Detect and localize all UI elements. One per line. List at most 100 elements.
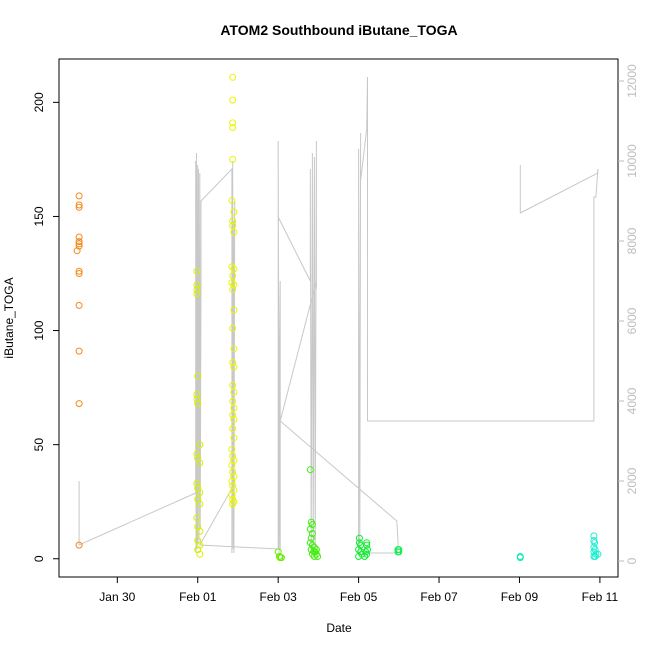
x-tick-label: Feb 11 [582, 590, 619, 604]
data-point-series-2 [196, 500, 204, 508]
y2-tick-label: 2000 [625, 467, 639, 494]
data-point-series-2 [196, 527, 204, 535]
data-point-series-3 [228, 461, 236, 469]
chart-title: ATOM2 Southbound iButane_TOGA [220, 22, 457, 38]
data-point-series-3 [230, 363, 238, 371]
data-point-series-3 [228, 197, 236, 204]
data-point-series-3 [229, 272, 237, 280]
data-point-series-9 [591, 539, 599, 547]
data-point-series-3 [228, 491, 236, 499]
data-point-series-4 [277, 554, 285, 562]
x-tick-label: Feb 01 [179, 590, 217, 604]
secondary-line-layer [78, 76, 599, 554]
y-tick-label: 50 [32, 438, 46, 452]
data-point-series-3 [230, 457, 238, 465]
data-points-layer [73, 73, 602, 562]
data-point-series-7 [395, 546, 403, 554]
data-point-series-3 [229, 119, 237, 127]
data-point-series-2 [193, 281, 201, 289]
x-axis-label: Date [326, 621, 352, 635]
data-point-series-3 [229, 500, 237, 508]
data-point-series-3 [230, 473, 238, 481]
data-point-series-2 [196, 550, 204, 558]
data-point-series-2 [193, 267, 201, 275]
data-point-series-3 [228, 445, 236, 453]
y2-tick-label: 4000 [625, 387, 639, 414]
data-point-series-2 [193, 290, 201, 298]
data-point-series-3 [229, 324, 237, 332]
data-point-series-2 [194, 372, 202, 380]
data-point-series-5 [306, 466, 314, 474]
data-point-series-5 [314, 553, 322, 560]
data-point-series-6 [355, 546, 363, 554]
data-point-series-3 [230, 281, 238, 289]
data-point-series-1 [75, 301, 83, 309]
data-point-series-3 [230, 404, 238, 412]
data-point-series-3 [229, 411, 237, 419]
y-tick-label: 0 [32, 555, 46, 562]
y2-tick-label: 0 [625, 557, 639, 564]
data-point-series-7 [395, 548, 403, 556]
data-point-series-9 [590, 532, 598, 540]
data-point-series-3 [229, 217, 237, 225]
y2-axis: 0 2000 4000 6000 8000 10000 12000 [618, 64, 639, 564]
data-point-series-1 [73, 247, 81, 255]
data-point-series-9 [594, 550, 602, 558]
data-point-series-1 [75, 347, 83, 355]
data-point-series-1 [75, 203, 83, 211]
x-axis: Jan 30 Feb 01 Feb 03 Feb 05 Feb 07 Feb 09 Feb … [99, 577, 618, 604]
y2-tick-label: 12000 [625, 64, 639, 98]
data-point-series-3 [228, 477, 236, 485]
data-point-series-2 [193, 450, 201, 458]
data-point-series-5 [307, 546, 315, 554]
data-point-series-5 [310, 553, 318, 560]
data-point-series-2 [193, 479, 201, 487]
data-point-series-1 [75, 201, 83, 209]
data-point-series-2 [196, 541, 204, 549]
data-point-series-2 [193, 395, 201, 403]
data-point-series-3 [230, 486, 238, 494]
data-point-series-3 [229, 482, 237, 490]
data-point-series-5 [308, 530, 316, 538]
data-point-series-1 [75, 238, 83, 246]
data-point-series-3 [230, 345, 238, 353]
secondary-series-line [78, 76, 599, 554]
data-point-series-2 [193, 390, 201, 398]
data-point-series-1 [75, 541, 83, 549]
x-tick-label: Jan 30 [99, 590, 135, 604]
data-point-series-3 [230, 416, 238, 423]
y2-tick-label: 10000 [625, 144, 639, 178]
x-tick-label: Feb 03 [259, 590, 297, 604]
x-tick-label: Feb 07 [420, 590, 458, 604]
y-tick-label: 200 [32, 92, 46, 112]
data-point-series-6 [363, 550, 371, 558]
data-point-series-3 [230, 434, 238, 442]
data-point-series-1 [75, 270, 83, 277]
data-point-series-5 [306, 525, 314, 533]
data-point-series-3 [229, 286, 237, 293]
data-point-series-1 [75, 400, 83, 408]
data-point-series-2 [196, 459, 204, 467]
data-point-series-1 [75, 192, 83, 200]
data-point-series-5 [306, 539, 314, 547]
data-point-series-1 [75, 240, 83, 248]
data-point-series-3 [229, 96, 237, 104]
data-point-series-2 [193, 514, 201, 522]
data-point-series-3 [230, 388, 238, 396]
data-point-series-9 [590, 548, 598, 556]
data-point-series-3 [230, 228, 238, 236]
data-point-series-3 [229, 73, 237, 81]
y-tick-label: 150 [32, 206, 46, 226]
data-point-series-5 [308, 541, 316, 549]
data-point-series-2 [193, 286, 201, 293]
data-point-series-1 [75, 267, 83, 275]
data-point-series-6 [363, 539, 371, 547]
y-axis: 0 50 100 150 200 [32, 92, 59, 562]
y-tick-label: 100 [32, 320, 46, 340]
data-point-series-8 [516, 554, 524, 562]
data-point-series-3 [230, 306, 238, 314]
plot-frame [58, 58, 619, 578]
data-point-series-3 [228, 263, 236, 271]
data-point-series-2 [196, 489, 204, 497]
